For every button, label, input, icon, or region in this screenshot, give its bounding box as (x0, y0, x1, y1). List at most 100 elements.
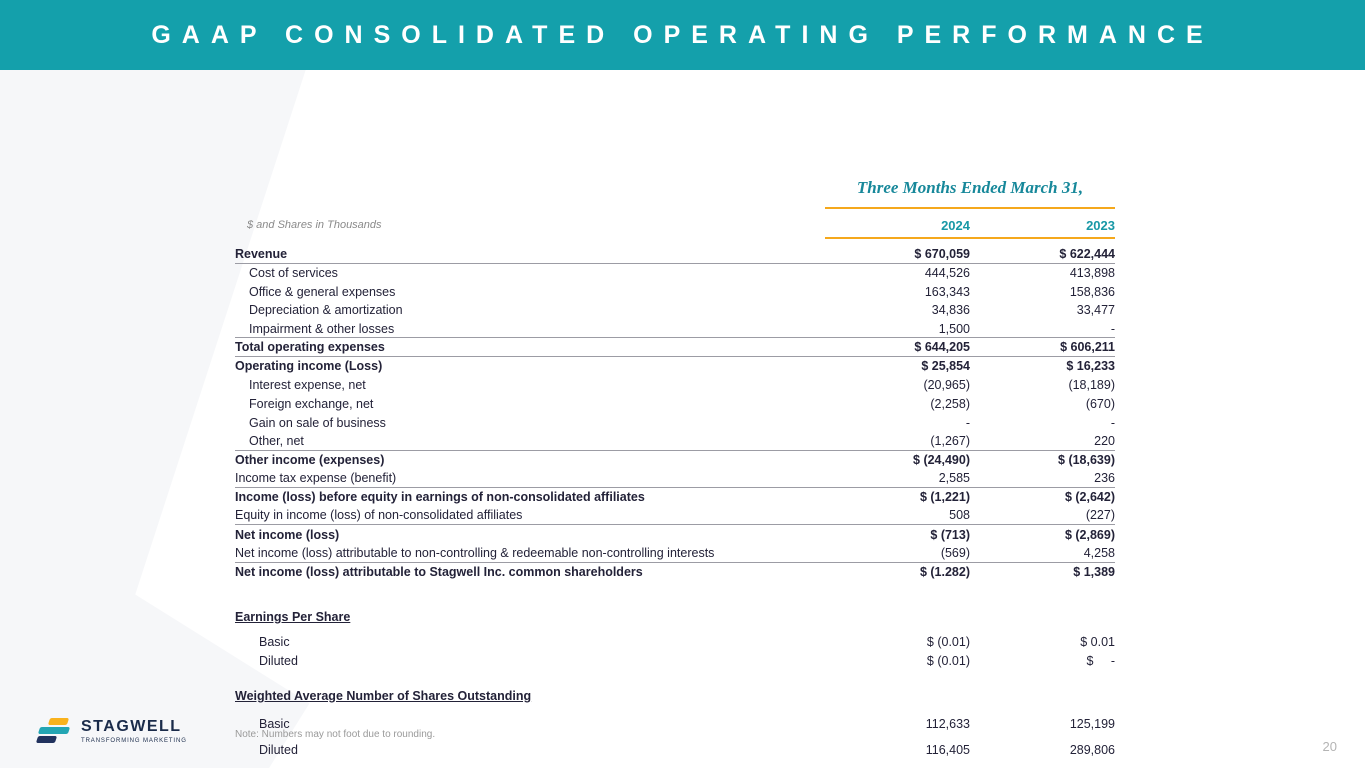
logo-bar-yellow (47, 718, 70, 725)
value-2024: $ (1.282) (919, 565, 970, 580)
units-note: $ and Shares in Thousands (247, 219, 382, 231)
row-label: Income tax expense (benefit) (235, 471, 397, 486)
table-row: Cost of services 444,526 413,898 (235, 264, 1115, 283)
eps-heading: Earnings Per Share (235, 609, 351, 624)
table-row: Diluted 116,405 289,806 (235, 737, 1115, 763)
row-label: Diluted (259, 743, 298, 758)
row-label: Depreciation & amortization (249, 303, 403, 318)
row-label: Revenue (235, 246, 288, 261)
table-row: Impairment & other losses 1,500 - (235, 320, 1115, 339)
table-row: Equity in income (loss) of non-consolida… (235, 507, 1115, 526)
value-2024: 508 (949, 508, 970, 523)
value-2024: 444,526 (924, 266, 970, 281)
row-label: Income (loss) before equity in earnings … (235, 490, 645, 505)
value-2023: (670) (1085, 396, 1115, 411)
slide-header-bar: GAAP CONSOLIDATED OPERATING PERFORMANCE (0, 0, 1365, 70)
value-2024: (569) (940, 545, 970, 560)
value-2024: (2,258) (930, 396, 970, 411)
value-2024: 163,343 (924, 284, 970, 299)
table-row: Basic 112,633 125,199 (235, 711, 1115, 737)
row-label: Net income (loss) (235, 527, 340, 542)
value-2024: $ (713) (930, 527, 970, 542)
value-2023: 220 (1094, 433, 1115, 448)
caption-spacer (235, 178, 825, 209)
value-2024: 2,585 (938, 471, 970, 486)
row-label: Impairment & other losses (249, 321, 395, 336)
table-row: Basic $ (0.01) $ 0.01 (235, 632, 1115, 651)
logo-bar-teal (37, 727, 71, 734)
row-label: Diluted (259, 653, 298, 668)
value-2024: 1,500 (938, 321, 970, 336)
value-2023: $ 0.01 (1080, 634, 1115, 649)
row-label: Cost of services (249, 266, 338, 281)
column-header-2023: 2023 (1086, 218, 1115, 233)
row-label: Net income (loss) attributable to non-co… (235, 545, 715, 560)
value-2023: - (1110, 321, 1115, 336)
value-2024: 112,633 (925, 717, 970, 732)
table-row: Net income (loss) attributable to non-co… (235, 544, 1115, 563)
value-2024: $ 644,205 (914, 340, 970, 355)
table-header-row: $ and Shares in Thousands 2024 2023 (235, 209, 1115, 239)
value-2024: (20,965) (923, 378, 970, 393)
value-2023: (227) (1085, 508, 1115, 523)
value-2023: $ 16,233 (1066, 359, 1115, 374)
shares-heading: Weighted Average Number of Shares Outsta… (235, 688, 532, 703)
table-row: Total operating expenses $ 644,205 $ 606,2… (235, 338, 1115, 358)
row-label: Other income (expenses) (235, 452, 385, 467)
table-row: Foreign exchange, net (2,258) (670) (235, 395, 1115, 414)
table-row: Net income (loss) attributable to Stagwe… (235, 563, 1115, 582)
period-caption: Three Months Ended March 31, (825, 178, 1115, 209)
table-row: Income (loss) before equity in earnings … (235, 488, 1115, 507)
rounding-footnote: Note: Numbers may not foot due to roundi… (235, 729, 436, 740)
row-label: Office & general expenses (249, 284, 396, 299)
value-2024: - (965, 415, 970, 430)
value-2023: 413,898 (1069, 266, 1115, 281)
value-2023: 125,199 (1069, 717, 1115, 732)
row-label: Equity in income (loss) of non-consolida… (235, 508, 523, 523)
table-row: Other income (expenses) $ (24,490) $ (18,6… (235, 451, 1115, 470)
logo-bar-navy (35, 736, 58, 743)
value-2024: 34,836 (931, 303, 970, 318)
value-2024: (1,267) (930, 433, 970, 448)
value-2023: $ 622,444 (1059, 246, 1115, 261)
row-label: Total operating expenses (235, 340, 385, 355)
value-2023: $ 1,389 (1073, 565, 1115, 580)
brand-tagline: TRANSFORMING MARKETING (81, 738, 187, 744)
eps-rows: Basic $ (0.01) $ 0.01 Diluted $ (0.01) $ - (235, 632, 1115, 670)
row-label: Net income (loss) attributable to Stagwe… (235, 565, 643, 580)
value-2024: 116,405 (925, 743, 970, 758)
period-caption-row: Three Months Ended March 31, (235, 178, 1115, 209)
value-2023: $ (18,639) (1058, 452, 1115, 467)
table-row: Income tax expense (benefit) 2,585 236 (235, 469, 1115, 488)
table-row: Interest expense, net (20,965) (18,189) (235, 376, 1115, 395)
row-label: Interest expense, net (249, 378, 366, 393)
value-2024: $ (0.01) (926, 653, 970, 668)
row-label: Foreign exchange, net (249, 396, 374, 411)
value-2023: 236 (1094, 471, 1115, 486)
value-2023: $ (2,642) (1064, 490, 1115, 505)
value-2024: $ 25,854 (921, 359, 970, 374)
year-columns: 2024 2023 (825, 209, 1115, 239)
financial-table: Three Months Ended March 31, $ and Share… (235, 178, 1115, 763)
table-row: Operating income (Loss) $ 25,854 $ 16,233 (235, 357, 1115, 376)
table-row: Diluted $ (0.01) $ - (235, 651, 1115, 670)
value-2024: $ (0.01) (926, 634, 970, 649)
table-row: Office & general expenses 163,343 158,836 (235, 282, 1115, 301)
eps-section: Earnings Per Share Basic $ (0.01) $ 0.01 Di… (235, 607, 1115, 670)
stagwell-logo-icon (35, 718, 72, 744)
value-2023: 33,477 (1076, 303, 1115, 318)
value-2023: - (1110, 415, 1115, 430)
value-2023: 158,836 (1069, 284, 1115, 299)
column-header-2024: 2024 (941, 218, 970, 233)
row-label: Basic (259, 717, 290, 732)
value-2023: $ - (1086, 653, 1115, 668)
row-label: Basic (259, 634, 290, 649)
table-row: Other, net (1,267) 220 (235, 432, 1115, 451)
table-row: Gain on sale of business - - (235, 413, 1115, 432)
table-row: Revenue $ 670,059 $ 622,444 (235, 245, 1115, 264)
table-row: Net income (loss) $ (713) $ (2,869) (235, 525, 1115, 544)
value-2023: $ 606,211 (1060, 340, 1115, 355)
row-label: Gain on sale of business (249, 415, 386, 430)
value-2023: $ (2,869) (1064, 527, 1115, 542)
